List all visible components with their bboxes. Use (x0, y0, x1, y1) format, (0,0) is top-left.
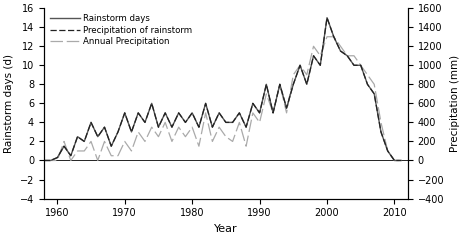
Annual Precipitation (256, 121, 262, 124)
Rainstorm days (256, 111, 262, 114)
Rainstorm days (101, 126, 107, 129)
Annual Precipitation (175, 126, 181, 129)
Annual Precipitation (236, 121, 242, 124)
Line: Annual Precipitation: Annual Precipitation (44, 37, 400, 160)
Annual Precipitation (101, 140, 107, 143)
Precipitation of rainstorm (324, 16, 329, 19)
Rainstorm days (236, 111, 242, 114)
Line: Precipitation of rainstorm: Precipitation of rainstorm (44, 18, 400, 160)
Annual Precipitation (250, 111, 255, 114)
Precipitation of rainstorm (283, 107, 289, 109)
Rainstorm days (398, 159, 403, 162)
Legend: Rainstorm days, Precipitation of rainstorm, Annual Precipitation: Rainstorm days, Precipitation of rainsto… (48, 12, 194, 48)
Y-axis label: Rainstorm days (d): Rainstorm days (d) (4, 54, 14, 153)
Line: Rainstorm days: Rainstorm days (44, 18, 400, 160)
Rainstorm days (250, 102, 255, 105)
Precipitation of rainstorm (250, 102, 255, 105)
Precipitation of rainstorm (398, 159, 403, 162)
Annual Precipitation (324, 35, 329, 38)
Precipitation of rainstorm (175, 111, 181, 114)
Precipitation of rainstorm (236, 111, 242, 114)
Annual Precipitation (283, 111, 289, 114)
Rainstorm days (283, 107, 289, 109)
Precipitation of rainstorm (256, 111, 262, 114)
Rainstorm days (324, 16, 329, 19)
Precipitation of rainstorm (41, 159, 46, 162)
X-axis label: Year: Year (213, 224, 237, 234)
Precipitation of rainstorm (101, 126, 107, 129)
Rainstorm days (175, 111, 181, 114)
Y-axis label: Precipitation (mm): Precipitation (mm) (449, 55, 459, 152)
Rainstorm days (41, 159, 46, 162)
Annual Precipitation (41, 159, 46, 162)
Annual Precipitation (398, 159, 403, 162)
